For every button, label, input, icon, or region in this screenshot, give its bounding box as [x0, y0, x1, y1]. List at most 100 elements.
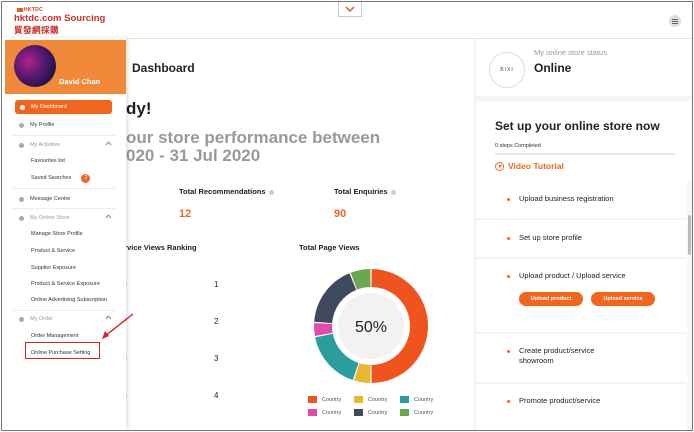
online-store-status-value: Online	[534, 61, 572, 75]
legend-item[interactable]: Country	[308, 409, 341, 416]
sidebar-item-label: My Profile	[30, 122, 55, 128]
setup-step-label: Set up store profile	[519, 233, 582, 242]
ranking-item-rank: 1	[214, 280, 219, 289]
sidebar-item-label: My Activities	[30, 142, 61, 148]
upload-service-button[interactable]: Upload service	[591, 292, 655, 306]
sidebar-item-online-purchase-setting[interactable]: Online Purchase Setting	[2, 346, 155, 360]
bullet-icon	[507, 275, 510, 278]
online-purchase-setting-highlight-box	[25, 342, 100, 359]
performance-date-range: 020 - 31 Jul 2020	[126, 146, 261, 165]
donut-segment-6[interactable]	[350, 269, 371, 290]
divider	[12, 135, 116, 136]
logo-brand-text: hktdc.com Sourcing	[14, 13, 106, 24]
online-store-status-card: BIXI My online store status Online	[476, 39, 692, 96]
legend-label: Country	[368, 396, 388, 403]
hamburger-menu-button[interactable]	[669, 15, 681, 27]
video-tutorial-link[interactable]: Video Tutorial	[495, 161, 564, 171]
steps-completed-text: 0 steps Completed	[495, 143, 541, 149]
sidebar-item-manage-store-profile[interactable]: Manage Store Profile	[2, 227, 155, 241]
sidebar-item-label: My Online Store	[30, 215, 70, 221]
legend-item[interactable]: Country	[400, 409, 433, 416]
total-recommendations-value: 12	[179, 208, 192, 220]
donut-segment-1[interactable]	[371, 269, 428, 383]
sidebar-item-favourites-list[interactable]: Favourites list	[2, 154, 155, 168]
sidebar-item-supplier-exposure[interactable]: Supplier Exposure	[2, 261, 155, 275]
bullet-icon	[507, 350, 510, 353]
upload-product-button[interactable]: Upload product	[519, 292, 583, 306]
setup-step-create-showroom[interactable]: Create product/service showroom	[476, 334, 686, 382]
right-panel: BIXI My online store status Online Set u…	[476, 39, 692, 430]
greeting-text: dy!	[126, 99, 152, 118]
home-icon	[20, 104, 25, 110]
setup-step-upload-product-service: Upload product / Upload service Upload p…	[476, 259, 686, 332]
scrollbar-thumb[interactable]	[688, 215, 691, 255]
sidebar-item-product-service[interactable]: Product & Service	[2, 244, 155, 258]
sidebar-section-my-order[interactable]: My Order	[2, 312, 126, 326]
info-icon[interactable]	[390, 189, 396, 195]
sidebar-item-online-advertising-subscription[interactable]: Online Advertising Subscription	[2, 293, 155, 307]
setup-step-promote-product-service[interactable]: Promote product/service	[476, 384, 686, 430]
donut-center-disc	[338, 293, 404, 359]
total-page-views-title: Total Page Views	[299, 243, 360, 252]
donut-segment-4[interactable]	[314, 323, 333, 337]
sidebar-item-label: My Dashboard	[31, 104, 67, 110]
sidebar-section-my-online-store[interactable]: My Online Store	[2, 211, 126, 225]
service-views-ranking-title: ervice Views Ranking	[120, 243, 197, 252]
donut-segment-3[interactable]	[315, 333, 359, 380]
setup-step-label: Promote product/service	[519, 396, 601, 405]
sidebar-item-label: Product & Service	[31, 248, 76, 254]
top-bar: HKTDC hktdc.com Sourcing 貿發網採購	[2, 2, 692, 39]
legend-item[interactable]: Country	[308, 396, 341, 403]
setup-step-set-up-store-profile[interactable]: Set up store profile	[476, 220, 686, 257]
legend-swatch	[400, 396, 409, 403]
sidebar-item-label: Message Centre	[30, 196, 71, 202]
avatar[interactable]	[14, 45, 56, 87]
sidebar-item-label: Order Management	[31, 333, 79, 339]
legend-item[interactable]: Country	[400, 396, 433, 403]
store-icon	[19, 215, 24, 221]
message-icon	[19, 196, 24, 202]
sidebar-item-my-dashboard[interactable]: My Dashboard	[15, 100, 112, 114]
chevron-up-icon	[105, 315, 112, 320]
sidebar-item-label: Online Advertising Subscription	[31, 297, 108, 303]
legend-item[interactable]: Country	[354, 409, 387, 416]
online-store-status-label: My online store status	[534, 48, 607, 57]
donut-segment-5[interactable]	[314, 273, 357, 324]
profile-card[interactable]: David Chan	[5, 40, 126, 94]
legend-item[interactable]: Country	[354, 396, 387, 403]
legend-label: Country	[368, 409, 388, 416]
performance-heading-line1: our store performance between	[126, 128, 381, 147]
activity-icon	[19, 142, 24, 148]
page-title: Dashboard	[132, 61, 195, 75]
setup-steps-scrollbar[interactable]	[687, 181, 692, 430]
legend-label: Country	[322, 409, 342, 416]
saved-searches-count-badge: 2	[81, 173, 91, 183]
setup-step-upload-business-registration[interactable]: Upload business registration	[476, 181, 686, 218]
total-recommendations-label: Total Recommendations	[179, 187, 274, 196]
divider	[12, 188, 116, 189]
donut-center-label: 50%	[355, 319, 387, 336]
sidebar-item-label: Product & Service Exposure	[31, 281, 100, 287]
sidebar-item-my-profile[interactable]: My Profile	[2, 118, 126, 132]
info-icon[interactable]	[268, 189, 274, 195]
sidebar-item-product-service-exposure[interactable]: Product & Service Exposure	[2, 277, 155, 291]
hktdc-logo[interactable]: HKTDC hktdc.com Sourcing 貿發網採購	[12, 7, 117, 35]
ranking-item-rank: 4	[214, 391, 219, 400]
sidebar-section-my-activities[interactable]: My Activities	[2, 138, 126, 152]
setup-step-label: Create product/service showroom	[519, 346, 595, 365]
setup-progress-bar	[495, 153, 675, 155]
sidebar-item-saved-searches[interactable]: Saved Searches 2	[2, 171, 155, 185]
play-icon	[495, 161, 504, 171]
sidebar-item-message-centre[interactable]: Message Centre	[2, 192, 126, 206]
sidebar: David Chan My Dashboard My Profile My Ac…	[2, 38, 126, 430]
sidebar-item-order-management[interactable]: Order Management	[2, 329, 155, 343]
setup-step-label: Upload business registration	[519, 194, 614, 203]
collapse-header-button[interactable]	[338, 2, 362, 17]
donut-segment-2[interactable]	[354, 363, 371, 383]
setup-title: Set up your online store now	[495, 119, 660, 133]
bullet-icon	[507, 237, 510, 240]
page-views-donut-chart: 50%	[314, 269, 428, 383]
divider	[12, 208, 116, 209]
dashboard-main: Dashboard dy! our store performance betw…	[116, 39, 474, 430]
legend-swatch	[308, 396, 317, 403]
